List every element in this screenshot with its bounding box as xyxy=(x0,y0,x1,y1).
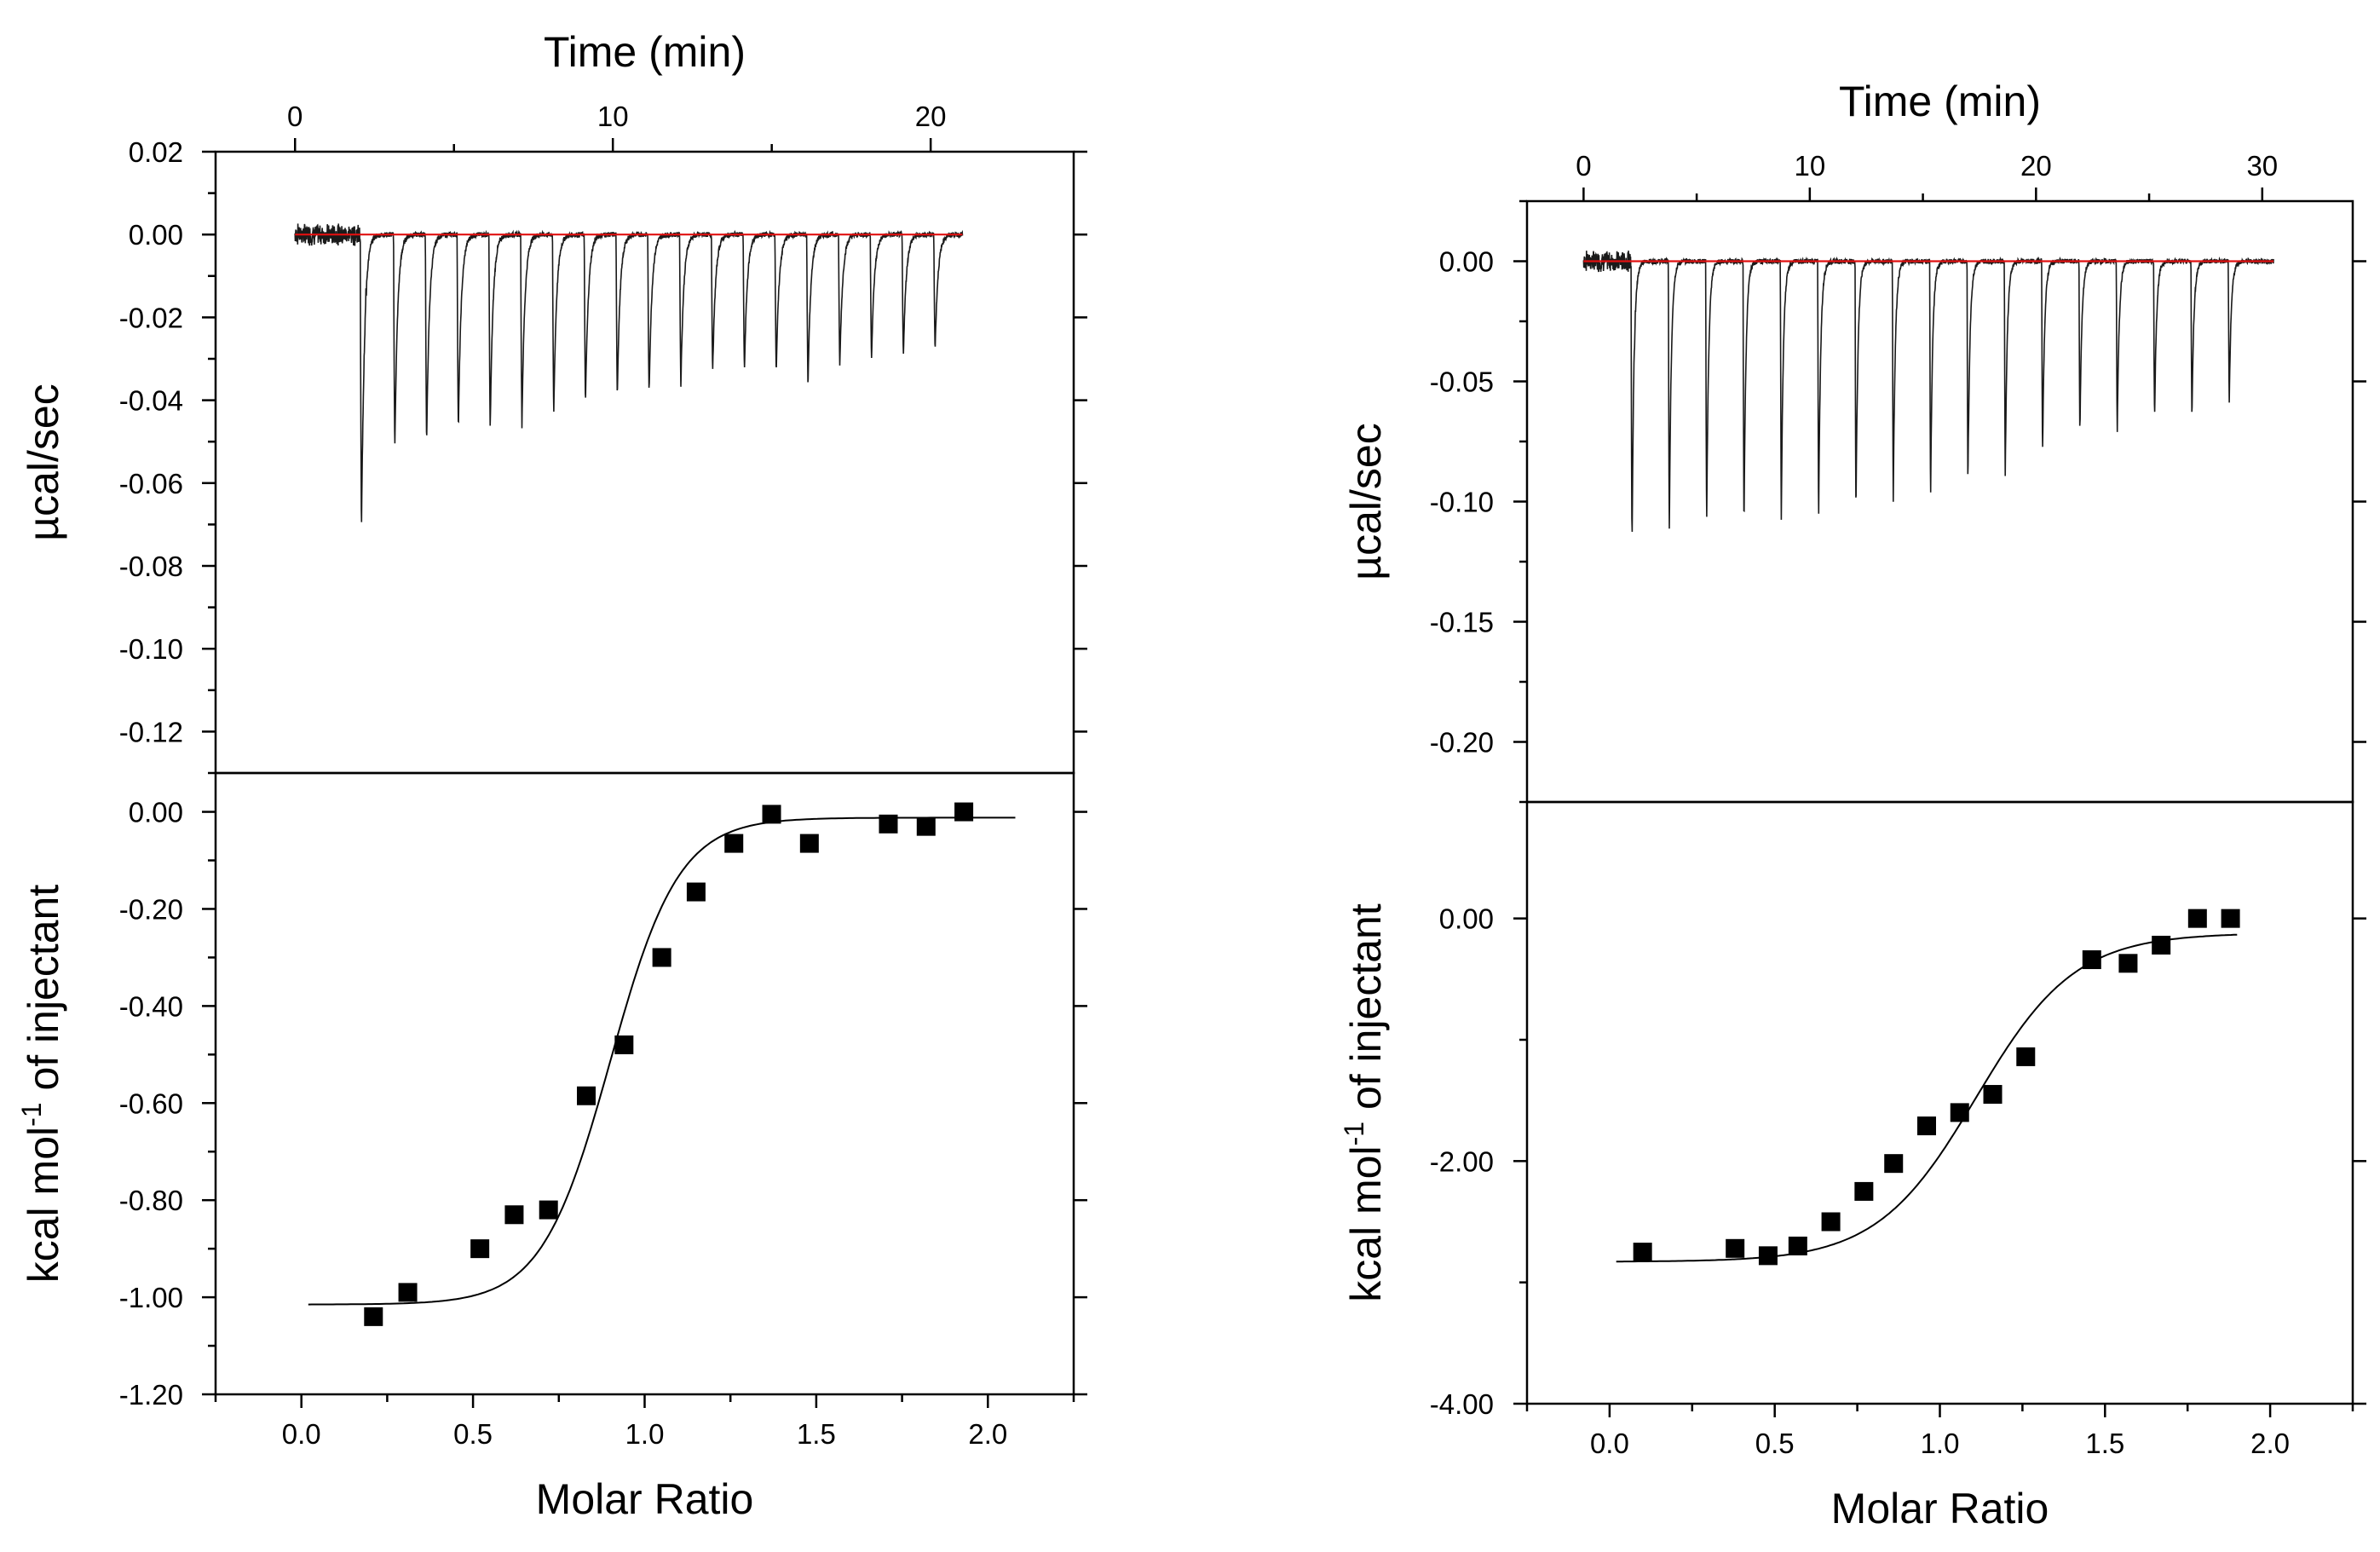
y-title-superscript: -1 xyxy=(1339,1122,1369,1145)
data-point xyxy=(1758,1246,1778,1266)
x-tick-label: 0.0 xyxy=(1590,1428,1629,1459)
y-tick-label: -0.05 xyxy=(1430,366,1494,398)
y-tick-label: -0.80 xyxy=(119,1185,183,1216)
data-point xyxy=(2016,1047,2036,1066)
fit-curve xyxy=(1616,933,2238,1263)
y-tick-label: -0.08 xyxy=(119,551,183,582)
y-axis-title: kcal mol-1 of injectant xyxy=(1339,903,1390,1302)
y-tick-label: 0.00 xyxy=(129,797,183,828)
x-tick-label: 30 xyxy=(2246,150,2278,182)
x-tick-label: 0 xyxy=(287,101,303,132)
y-tick-label: -1.20 xyxy=(119,1379,183,1411)
x-tick-label: 0.5 xyxy=(1755,1428,1795,1459)
y-title-part: of injectant xyxy=(1342,903,1390,1122)
y-tick-label: -0.12 xyxy=(119,716,183,747)
y-tick-label: -1.00 xyxy=(119,1282,183,1313)
x-tick-label: 2.0 xyxy=(2250,1428,2290,1459)
data-point xyxy=(1726,1238,1745,1258)
y-tick-label: -0.02 xyxy=(119,302,183,333)
y-axis-title: kcal mol-1 of injectant xyxy=(16,885,67,1284)
y-tick-label: -0.20 xyxy=(119,893,183,925)
y-axis-title: µcal/sec xyxy=(1342,423,1390,580)
data-point xyxy=(1633,1243,1652,1262)
x-tick-label: 0.0 xyxy=(282,1418,321,1450)
left-binding-isotherm-panel: 0.00 -0.20 -0.40 -0.60 -0.80 -1.00 -1.20 0.0 0.5… xyxy=(16,771,1087,1523)
y-tick-label: -4.00 xyxy=(1430,1388,1494,1420)
x-tick-label: 10 xyxy=(1794,150,1825,182)
y-tick-label: 0.00 xyxy=(1439,903,1494,935)
data-point xyxy=(2187,909,2207,928)
plot-frame xyxy=(214,771,1075,1396)
y-tick-label: -0.10 xyxy=(119,633,183,665)
x-tick-label: 1.0 xyxy=(625,1418,665,1450)
data-point xyxy=(916,816,936,836)
data-point xyxy=(652,948,671,967)
data-point xyxy=(539,1200,558,1220)
data-point xyxy=(614,1035,634,1054)
data-point xyxy=(1884,1154,1904,1174)
data-point xyxy=(2221,909,2240,928)
x-tick-label: 0 xyxy=(1576,150,1591,182)
data-point xyxy=(1821,1212,1841,1232)
right-binding-isotherm-panel: 0.00 -2.00 -4.00 0.0 0.5 1.0 1.5 2.0 Molar Ratio… xyxy=(1339,800,2366,1532)
data-point xyxy=(1916,1116,1936,1136)
thermogram-trace xyxy=(1582,251,2274,533)
x-tick-label: 20 xyxy=(2020,150,2052,182)
y-title-part: kcal mol xyxy=(20,1127,67,1283)
x-tick-label: 1.5 xyxy=(797,1418,836,1450)
x-tick-label: 20 xyxy=(915,101,947,132)
data-point xyxy=(398,1283,418,1302)
y-tick-label: -0.40 xyxy=(119,990,183,1022)
y-tick-label: 0.02 xyxy=(129,136,183,168)
plot-frame xyxy=(214,150,1075,775)
y-axis-title: µcal/sec xyxy=(20,384,67,540)
left-thermogram-panel: 0.02 0.00 -0.02 -0.04 -0.06 -0.08 -0.10 -0.12 0 1… xyxy=(20,28,1087,775)
x-axis-title: Molar Ratio xyxy=(1831,1485,2049,1532)
data-point xyxy=(2118,954,2138,973)
plot-frame xyxy=(1525,800,2354,1405)
x-axis-title: Time (min) xyxy=(1839,78,2041,125)
y-tick-label: -0.20 xyxy=(1430,727,1494,759)
data-point xyxy=(470,1239,490,1259)
y-tick-label: -0.15 xyxy=(1430,607,1494,638)
data-point xyxy=(577,1086,596,1105)
data-point xyxy=(2152,935,2171,955)
data-point xyxy=(2082,950,2101,970)
x-tick-label: 2.0 xyxy=(968,1418,1007,1450)
thermogram-trace xyxy=(294,223,964,522)
data-point xyxy=(762,805,781,824)
data-point xyxy=(504,1205,524,1225)
x-tick-label: 0.5 xyxy=(453,1418,493,1450)
data-point xyxy=(1788,1236,1807,1255)
data-point xyxy=(879,814,898,834)
y-tick-label: -2.00 xyxy=(1430,1145,1494,1177)
y-title-superscript: -1 xyxy=(16,1102,47,1126)
y-tick-label: 0.00 xyxy=(129,219,183,251)
x-tick-label: 10 xyxy=(597,101,629,132)
data-point xyxy=(1950,1103,1969,1122)
y-tick-label: -0.04 xyxy=(119,385,183,417)
data-point xyxy=(686,882,706,902)
y-tick-label: -0.06 xyxy=(119,468,183,499)
fit-curve xyxy=(308,816,1016,1306)
y-tick-label: -0.60 xyxy=(119,1088,183,1119)
data-point xyxy=(1983,1085,2003,1105)
data-point xyxy=(1854,1181,1874,1201)
x-tick-label: 1.5 xyxy=(2085,1428,2124,1459)
y-tick-label: -0.10 xyxy=(1430,487,1494,518)
data-point xyxy=(724,834,744,853)
data-point xyxy=(799,834,819,853)
x-tick-label: 1.0 xyxy=(1921,1428,1960,1459)
right-thermogram-panel: 0.00 -0.05 -0.10 -0.15 -0.20 0 10 20 30 Time (min… xyxy=(1342,78,2366,804)
x-axis-title: Time (min) xyxy=(544,28,746,76)
y-title-part: of injectant xyxy=(20,885,67,1103)
data-point xyxy=(954,802,974,822)
x-axis-title: Molar Ratio xyxy=(536,1475,754,1523)
y-title-part: kcal mol xyxy=(1342,1145,1390,1301)
y-tick-label: 0.00 xyxy=(1439,246,1494,278)
data-point xyxy=(364,1307,383,1326)
